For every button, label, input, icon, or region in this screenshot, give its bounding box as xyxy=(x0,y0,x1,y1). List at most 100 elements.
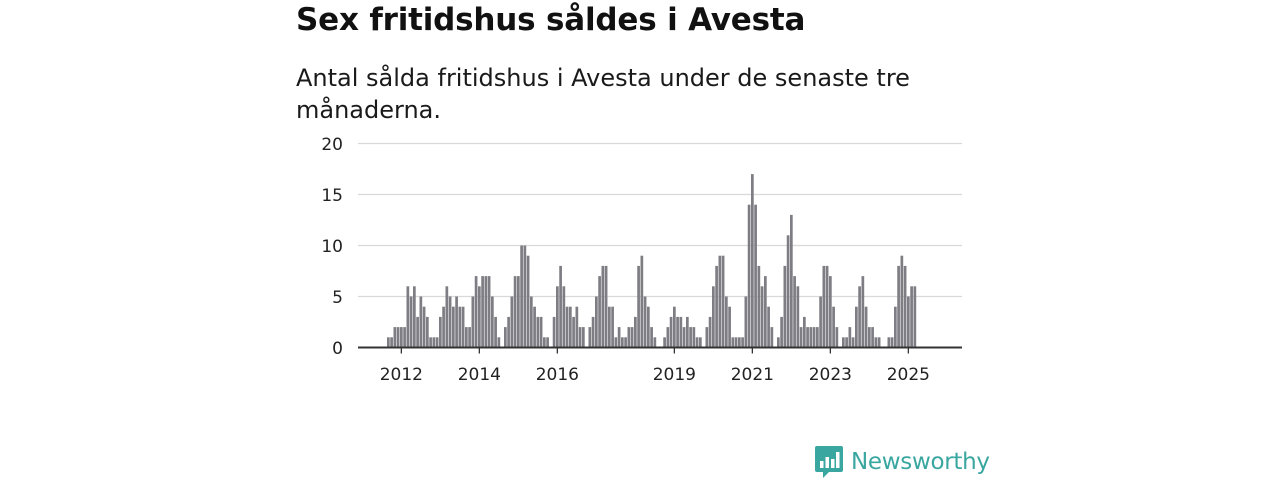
bar xyxy=(562,286,566,348)
x-tick-label: 2025 xyxy=(887,365,930,385)
bar xyxy=(806,327,809,348)
bar xyxy=(513,276,517,348)
bar xyxy=(777,337,780,348)
bar xyxy=(640,255,644,348)
bar xyxy=(416,316,419,348)
bar xyxy=(569,306,572,348)
bar xyxy=(718,255,722,348)
x-tick-label: 2012 xyxy=(380,365,423,385)
bar xyxy=(848,327,852,348)
x-tick-label: 2021 xyxy=(731,365,774,385)
y-tick-label: 0 xyxy=(332,339,343,359)
bar xyxy=(481,276,484,348)
y-tick-label: 5 xyxy=(332,288,343,308)
bar xyxy=(575,306,579,348)
bar xyxy=(565,306,569,348)
chart-title: Sex fritidshus såldes i Avesta xyxy=(296,2,806,38)
axis-labels: 0 5 10 15 20 2012 2014 2016 2019 2021 2023 2025 6 xyxy=(321,0,939,385)
bar xyxy=(455,296,458,348)
bar xyxy=(413,286,416,348)
bar xyxy=(783,265,787,348)
bar xyxy=(744,296,748,348)
bar xyxy=(868,327,871,348)
bar xyxy=(624,337,627,348)
axis-ticks xyxy=(400,347,909,354)
bar xyxy=(523,245,527,348)
bar xyxy=(487,276,491,348)
bar xyxy=(621,337,624,348)
bar xyxy=(448,296,452,348)
bar xyxy=(400,327,403,348)
bar xyxy=(712,286,715,348)
bar xyxy=(546,337,549,348)
bar xyxy=(871,327,874,348)
bar xyxy=(432,337,436,348)
bar xyxy=(907,296,910,348)
bar xyxy=(552,316,556,348)
bar xyxy=(835,327,839,348)
bar xyxy=(832,306,835,348)
bar xyxy=(764,276,767,348)
bar xyxy=(647,306,650,348)
bar xyxy=(825,265,829,348)
bar xyxy=(822,265,826,348)
bar xyxy=(461,306,465,348)
bar xyxy=(504,327,507,348)
bar xyxy=(471,296,475,348)
bar xyxy=(614,337,618,348)
bar xyxy=(556,286,559,348)
bar xyxy=(601,265,605,348)
bar xyxy=(715,265,718,348)
bar xyxy=(650,327,653,348)
bar xyxy=(409,296,413,348)
bar xyxy=(877,337,881,348)
bar xyxy=(708,316,712,348)
bar xyxy=(692,327,696,348)
newsworthy-logo[interactable]: Newsworthy xyxy=(815,446,990,478)
bar xyxy=(734,337,738,348)
bar xyxy=(406,286,410,348)
bar xyxy=(510,296,514,348)
bar xyxy=(478,286,481,348)
bar xyxy=(439,316,442,348)
bar xyxy=(855,306,858,348)
bar xyxy=(611,306,614,348)
bar xyxy=(520,245,523,348)
bar xyxy=(422,306,426,348)
bar xyxy=(757,265,761,348)
bar xyxy=(699,337,702,348)
gridlines xyxy=(358,142,962,298)
bar xyxy=(393,327,397,348)
bar xyxy=(491,296,494,348)
bar xyxy=(442,306,445,348)
bar xyxy=(686,316,689,348)
bar xyxy=(595,296,598,348)
bar xyxy=(578,327,582,348)
bar xyxy=(634,316,637,348)
bar xyxy=(465,327,468,348)
bar xyxy=(751,174,754,348)
bar xyxy=(653,337,657,348)
bar xyxy=(897,265,900,348)
bar xyxy=(803,316,806,348)
bar xyxy=(725,296,728,348)
bar xyxy=(864,306,868,348)
x-tick-label: 2016 xyxy=(536,365,579,385)
bar xyxy=(721,255,725,348)
bar xyxy=(588,327,592,348)
bar xyxy=(484,276,488,348)
bar xyxy=(689,327,692,348)
bar xyxy=(754,204,757,348)
bar xyxy=(608,306,611,348)
bar xyxy=(474,276,478,348)
bar xyxy=(390,337,393,348)
bar xyxy=(497,337,501,348)
bar xyxy=(468,327,471,348)
bar xyxy=(396,327,400,348)
data-label: 6 xyxy=(929,0,939,4)
chart-subtitle: Antal sålda fritidshus i Avesta under de… xyxy=(296,64,910,124)
bar xyxy=(738,337,741,348)
bar xyxy=(604,265,608,348)
bar xyxy=(663,337,666,348)
